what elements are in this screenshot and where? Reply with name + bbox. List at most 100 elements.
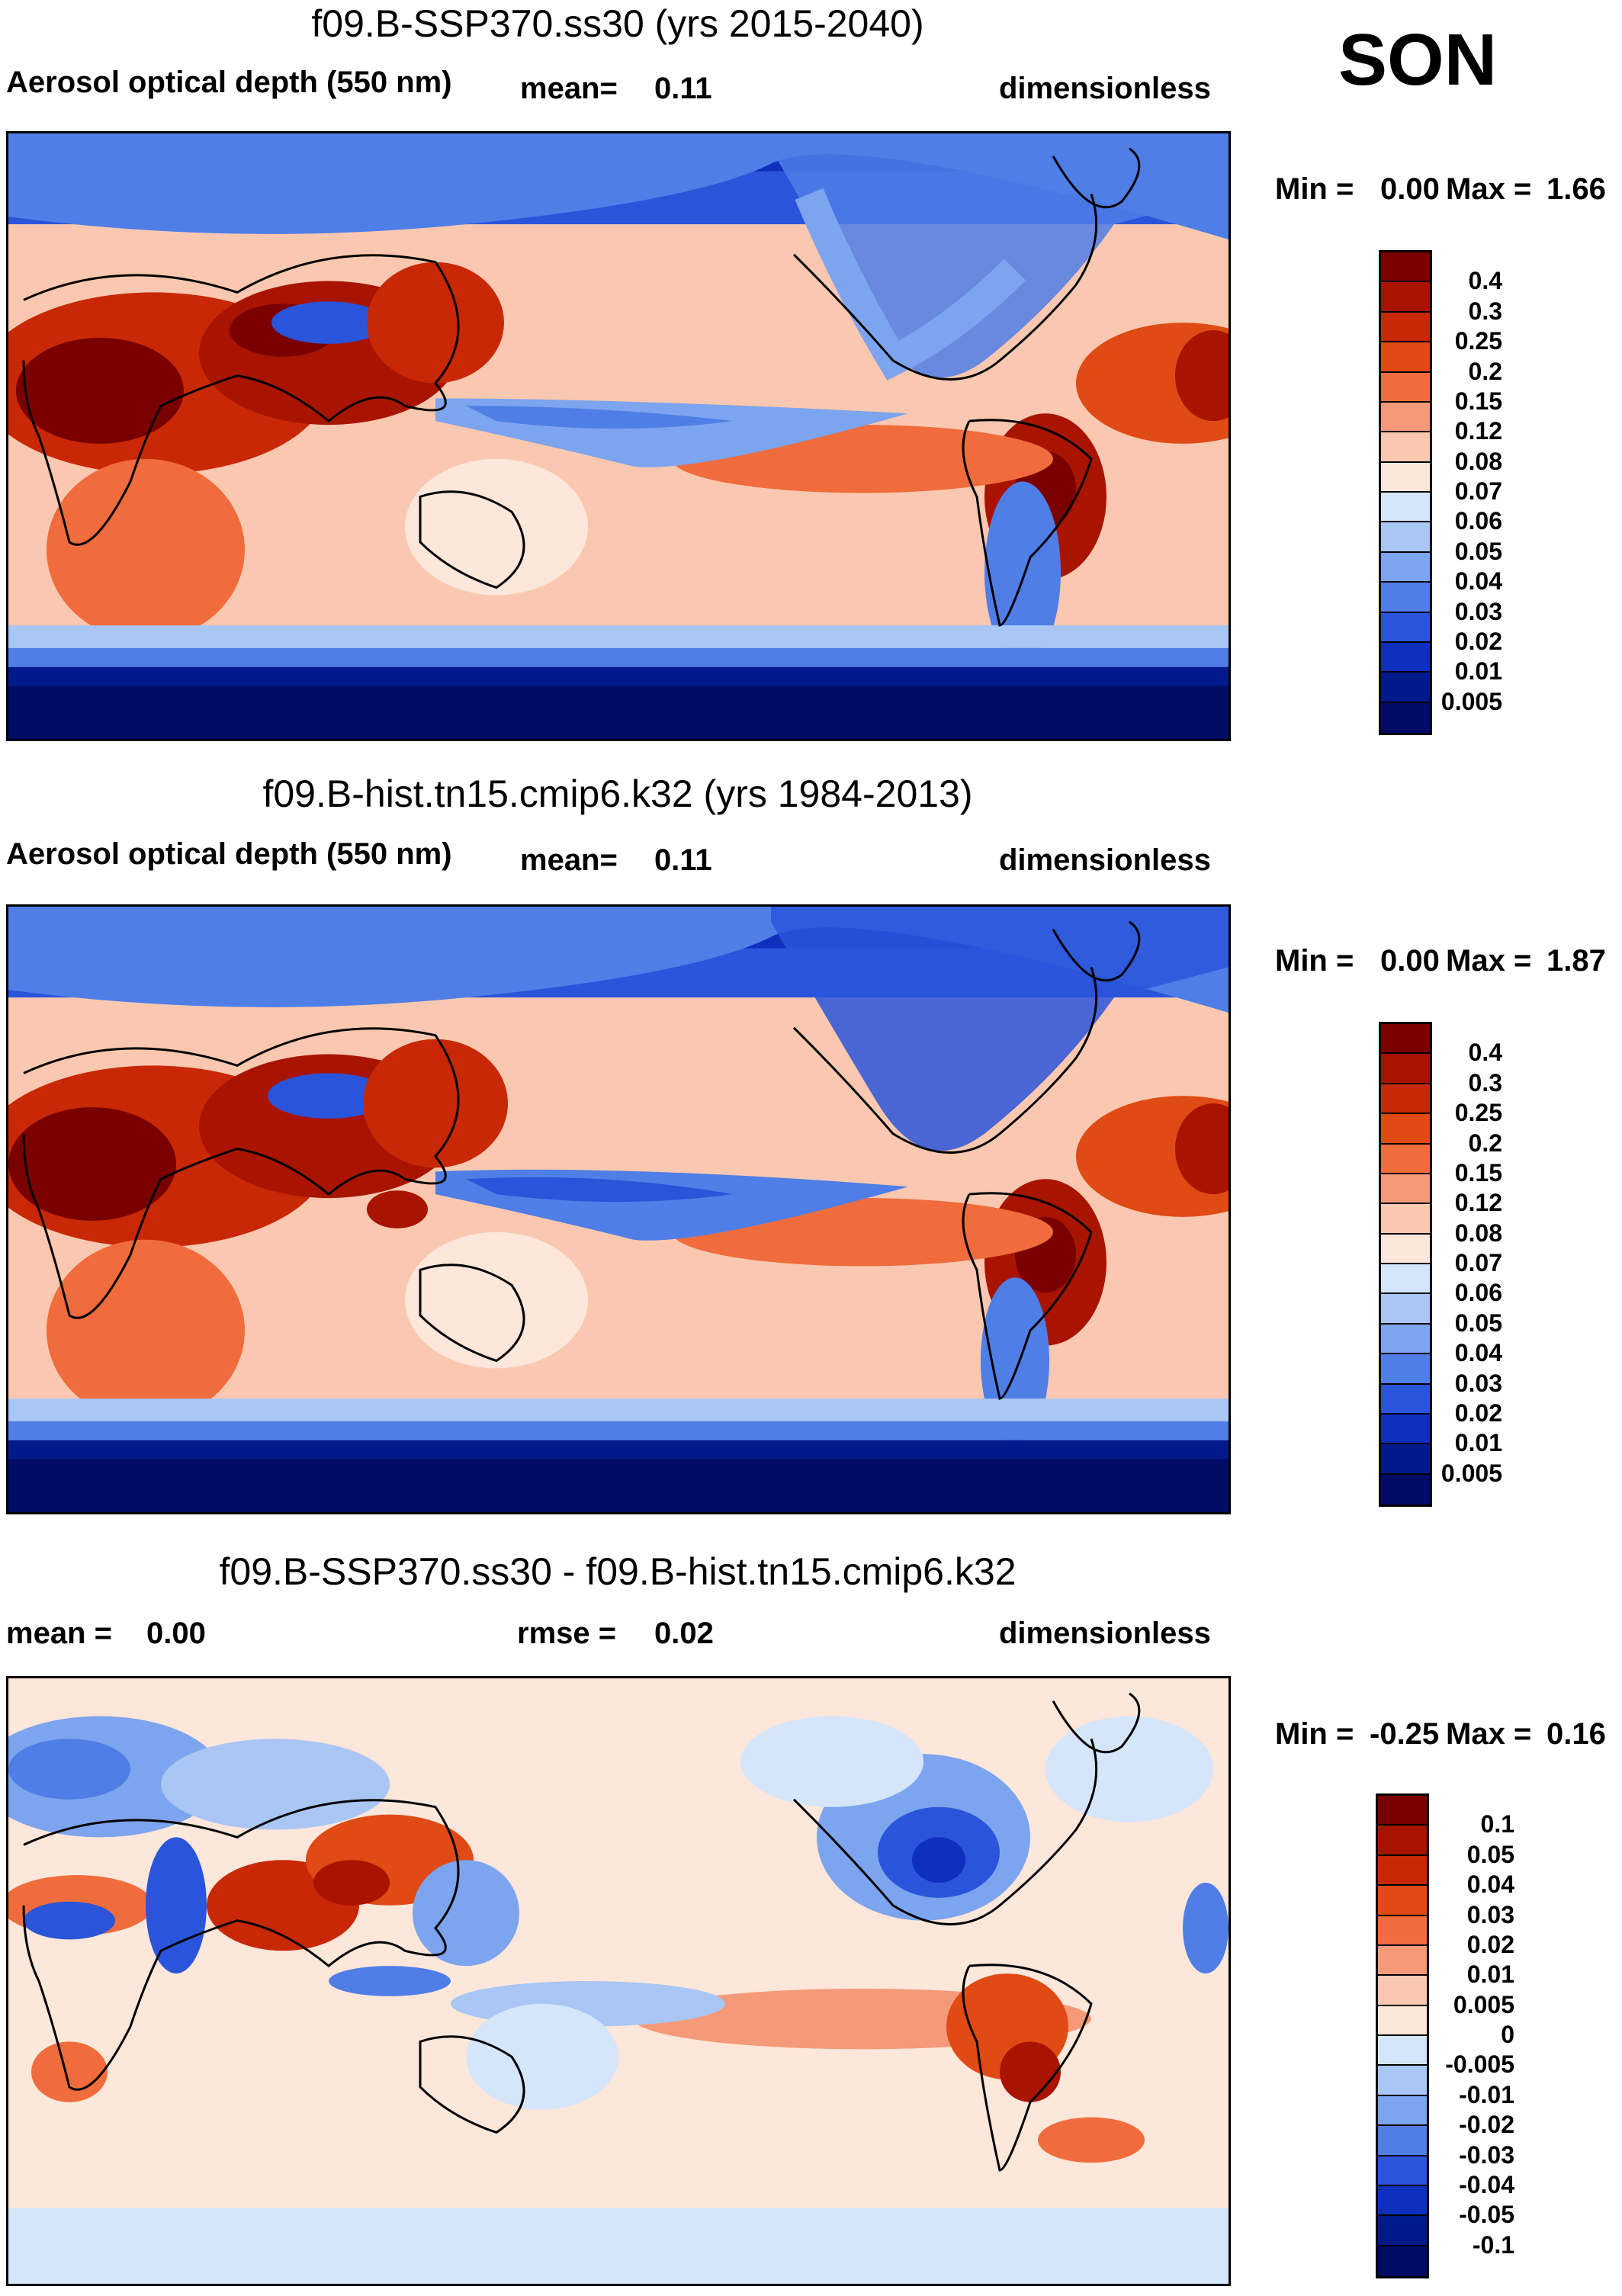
colorbar-swatch (1378, 2185, 1427, 2217)
panel3-title: f09.B-SSP370.ss30 - f09.B-hist.tn15.cmip… (219, 1550, 1017, 1593)
colorbar-swatch (1378, 1945, 1427, 1976)
colorbar-tick-label: 0.25 (1454, 1099, 1502, 1127)
panel3-max-value: 0.16 (1547, 1717, 1606, 1751)
colorbar-tick-label: 0.2 (1468, 357, 1502, 385)
colorbar-tick-label: 0.25 (1454, 327, 1502, 355)
colorbar-swatch (1381, 612, 1430, 643)
colorbar-tick-label: 0.05 (1466, 1840, 1514, 1868)
colorbar-tick-label: 0.08 (1454, 447, 1502, 475)
panel3-colorbar (1376, 1793, 1429, 2278)
panel3-map-svg (8, 1678, 1229, 2284)
colorbar-swatch (1381, 1024, 1430, 1055)
colorbar-swatch (1381, 1324, 1430, 1355)
colorbar-tick-label: 0.03 (1454, 1369, 1502, 1397)
colorbar-tick-label: 0.04 (1454, 567, 1502, 596)
colorbar-swatch (1381, 1294, 1430, 1325)
panel2-max-label: Max = (1446, 944, 1532, 978)
colorbar-tick-label: 0.06 (1454, 507, 1502, 535)
colorbar-swatch (1378, 1855, 1427, 1887)
colorbar-swatch (1381, 673, 1430, 703)
colorbar-tick-label: 0.3 (1468, 1068, 1502, 1097)
colorbar-tick-label: -0.02 (1459, 2111, 1514, 2139)
colorbar-tick-label: 0.15 (1454, 1158, 1502, 1187)
colorbar-tick-label: -0.005 (1445, 2050, 1514, 2079)
colorbar-swatch (1381, 312, 1430, 343)
colorbar-swatch (1381, 583, 1430, 613)
colorbar-swatch (1381, 1264, 1430, 1295)
colorbar-tick-label: 0.005 (1453, 1990, 1514, 2018)
colorbar-tick-label: 0.005 (1441, 687, 1502, 715)
panel2-colorbar (1379, 1022, 1432, 1507)
colorbar-swatch (1381, 1114, 1430, 1145)
colorbar-swatch (1381, 252, 1430, 283)
panel1-colorbar (1379, 250, 1432, 735)
colorbar-swatch (1381, 462, 1430, 493)
colorbar-swatch (1381, 432, 1430, 463)
colorbar-swatch (1378, 2126, 1427, 2156)
colorbar-swatch (1378, 2066, 1427, 2096)
colorbar-swatch (1378, 1796, 1427, 1826)
panel1-max-value: 1.66 (1547, 172, 1606, 206)
panel1-min-value: 0.00 (1380, 172, 1440, 206)
panel3-min-value: -0.25 (1370, 1717, 1440, 1751)
colorbar-tick-label: 0.06 (1454, 1279, 1502, 1307)
panel2-mean-label: mean= (520, 843, 618, 877)
colorbar-swatch (1381, 702, 1430, 733)
colorbar-tick-label: 0.4 (1468, 1039, 1502, 1067)
colorbar-tick-label: 0.1 (1480, 1810, 1514, 1838)
colorbar-tick-label: 0.02 (1466, 1930, 1514, 1958)
colorbar-tick-label: 0.08 (1454, 1219, 1502, 1247)
colorbar-tick-label: 0.3 (1468, 297, 1502, 325)
panel3-rmse-value: 0.02 (654, 1617, 714, 1650)
colorbar-swatch (1381, 522, 1430, 553)
panel1-variable-label: Aerosol optical depth (550 nm) (6, 66, 452, 99)
colorbar-tick-label: 0.03 (1466, 1900, 1514, 1928)
colorbar-tick-label: 0.03 (1454, 597, 1502, 625)
colorbar-tick-label: 0.02 (1454, 627, 1502, 655)
colorbar-tick-label: 0.05 (1454, 1309, 1502, 1337)
colorbar-swatch (1381, 342, 1430, 373)
colorbar-swatch (1381, 1474, 1430, 1504)
colorbar-tick-label: 0.12 (1454, 417, 1502, 445)
colorbar-swatch (1378, 2156, 1427, 2186)
colorbar-swatch (1381, 1084, 1430, 1115)
panel2-colorbar-labels: 0.4 0.3 0.25 0.2 0.15 0.12 0.08 0.07 0.06 0.05 0.0… (1434, 1022, 1502, 1507)
colorbar-swatch (1378, 1826, 1427, 1856)
colorbar-swatch (1381, 1384, 1430, 1415)
panel1-map (6, 131, 1231, 741)
panel3-rmse-label: rmse = (517, 1617, 617, 1650)
panel2-variable-label: Aerosol optical depth (550 nm) (6, 837, 452, 871)
colorbar-swatch (1381, 372, 1430, 403)
colorbar-swatch (1381, 1174, 1430, 1205)
colorbar-tick-label: 0.07 (1454, 1249, 1502, 1276)
panel2-title: f09.B-hist.tn15.cmip6.k32 (yrs 1984-2013… (262, 772, 973, 815)
panel1-max-label: Max = (1446, 172, 1532, 206)
colorbar-tick-label: 0.01 (1454, 1429, 1502, 1457)
colorbar-swatch (1381, 1144, 1430, 1174)
panel1-mean-value: 0.11 (654, 72, 712, 105)
colorbar-tick-label: -0.04 (1459, 2170, 1514, 2198)
panel3-map (6, 1676, 1231, 2286)
panel3-min-label: Min = (1275, 1717, 1354, 1751)
colorbar-tick-label: 0.4 (1468, 267, 1502, 295)
panel1-mean-label: mean= (520, 72, 618, 105)
panel3-mean-value: 0.00 (146, 1617, 206, 1650)
panel3-units: dimensionless (999, 1617, 1211, 1650)
colorbar-swatch (1378, 2246, 1427, 2276)
panel2-min-label: Min = (1275, 944, 1354, 978)
colorbar-tick-label: 0.02 (1454, 1398, 1502, 1427)
colorbar-tick-label: 0.12 (1454, 1189, 1502, 1217)
panel2-units: dimensionless (999, 843, 1211, 877)
panel1-map-svg (8, 133, 1229, 739)
panel1-units: dimensionless (999, 72, 1211, 105)
colorbar-tick-label: -0.05 (1459, 2201, 1514, 2229)
colorbar-swatch (1381, 1054, 1430, 1084)
colorbar-swatch (1381, 1234, 1430, 1264)
colorbar-swatch (1381, 1444, 1430, 1475)
colorbar-tick-label: 0.07 (1454, 477, 1502, 505)
colorbar-tick-label: 0.005 (1441, 1459, 1502, 1487)
colorbar-swatch (1381, 642, 1430, 673)
panel2-map (6, 904, 1231, 1514)
colorbar-swatch (1378, 2095, 1427, 2127)
panel2-min-value: 0.00 (1380, 944, 1440, 978)
